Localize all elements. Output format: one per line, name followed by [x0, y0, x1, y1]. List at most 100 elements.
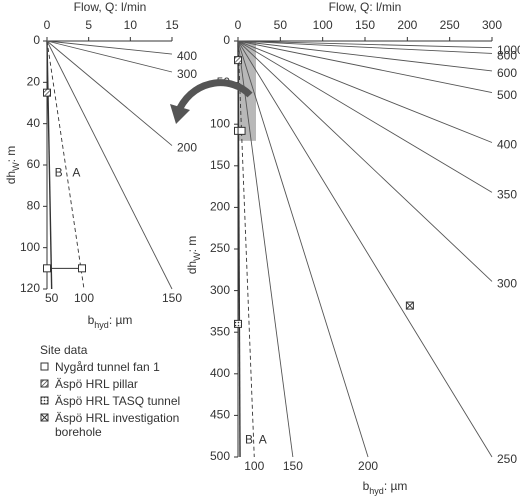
marker-box	[234, 56, 242, 65]
y-tick-label: 0	[223, 33, 230, 47]
marker-box	[40, 396, 49, 405]
b-line-label: 100	[74, 291, 94, 305]
y-tick-label: 60	[27, 157, 41, 171]
x-tick-label: 0	[44, 18, 51, 32]
legend-label: Äspö HRL pillar	[55, 377, 138, 391]
y-tick-label: 350	[210, 324, 230, 338]
line-tag: B	[245, 433, 253, 447]
y-tick-label: 40	[27, 116, 41, 130]
b-line-label: 800	[497, 49, 517, 63]
legend-label: Äspö HRL TASQ tunnel	[55, 394, 181, 408]
legend-label: Nygård tunnel fan 1	[55, 360, 160, 374]
y-tick-label: 250	[210, 241, 230, 255]
b-line	[237, 40, 493, 49]
data-point	[43, 88, 51, 97]
b-line	[237, 40, 369, 458]
b-line-label: 300	[177, 67, 197, 81]
y-tick-label: 20	[27, 75, 41, 89]
data-point	[43, 264, 51, 273]
legend-marker	[40, 396, 49, 405]
b-line-label: 300	[497, 277, 517, 291]
b-line	[46, 40, 173, 73]
b-line-label: 350	[497, 188, 517, 202]
b-line-label: 200	[177, 141, 197, 155]
y-axis-title: dhW: m	[185, 236, 202, 275]
marker-box	[40, 362, 49, 371]
b-line	[237, 40, 294, 458]
b-line	[237, 40, 493, 94]
y-axis-title: dhW: m	[4, 146, 21, 185]
legend-entry: Äspö HRL investigation borehole	[40, 411, 190, 439]
y-tick-label: 400	[210, 366, 230, 380]
legend-entry: Äspö HRL TASQ tunnel	[40, 394, 190, 408]
legend-symbol	[40, 413, 49, 422]
y-tick-label: 120	[20, 281, 40, 295]
legend-marker	[40, 413, 49, 422]
x-axis-title: Flow, Q: l/min	[74, 0, 147, 14]
marker-box	[234, 319, 242, 328]
label-part: hyd	[94, 320, 109, 330]
data-point	[234, 56, 242, 65]
x-tick-label: 0	[235, 18, 242, 32]
b-line	[237, 40, 241, 458]
arrow-head	[170, 104, 190, 124]
x-tick-label: 10	[124, 18, 138, 32]
line-tag: A	[72, 166, 80, 180]
x-tick-label: 100	[313, 18, 333, 32]
b-line-label: 50	[45, 291, 59, 305]
label-part: : m	[4, 146, 18, 163]
b-line	[46, 40, 173, 55]
b-line	[46, 40, 53, 290]
b-line	[237, 40, 493, 143]
b-line-label: 200	[358, 459, 378, 473]
marker-box	[43, 264, 51, 273]
y-tick-label: 100	[210, 116, 230, 130]
label-part: dh	[185, 261, 199, 274]
marker-cross	[40, 413, 49, 422]
data-point	[405, 301, 414, 310]
legend-entry: Äspö HRL pillar	[40, 377, 190, 391]
b-line	[237, 40, 493, 54]
label-part: W	[192, 252, 202, 261]
b-line-label: 100	[244, 459, 264, 473]
x-tick-label: 250	[440, 18, 460, 32]
label-part: : µm	[109, 313, 133, 327]
b-line	[237, 40, 493, 282]
data-point	[234, 319, 242, 328]
data-point	[78, 264, 86, 273]
b-line	[237, 40, 493, 458]
b-line-label: 150	[162, 291, 182, 305]
legend-symbol	[40, 379, 49, 388]
y-tick-label: 100	[20, 240, 40, 254]
label-part: b	[363, 479, 370, 493]
y-tick-label: 500	[210, 449, 230, 463]
y-tick-label: 450	[210, 408, 230, 422]
b-line-label: 400	[177, 49, 197, 63]
label-part: : m	[185, 236, 199, 253]
label-part: b	[88, 313, 95, 327]
x-tick-label: 150	[355, 18, 375, 32]
label-part: W	[11, 162, 21, 171]
b-axis-title: bhyd: µm	[363, 479, 408, 496]
legend-symbol	[40, 396, 49, 405]
data-point	[237, 126, 246, 135]
label-part: dh	[4, 171, 18, 184]
legend: Site data Nygård tunnel fan 1 Äspö HRL p…	[40, 343, 190, 439]
legend-symbol	[40, 362, 49, 371]
marker-box	[78, 264, 86, 273]
x-tick-label: 15	[165, 18, 179, 32]
b-line-label: 600	[497, 66, 517, 80]
marker-box	[40, 379, 49, 388]
label-part: : µm	[384, 479, 408, 493]
b-line	[46, 40, 173, 146]
y-tick-label: 150	[210, 158, 230, 172]
y-tick-label: 300	[210, 283, 230, 297]
legend-title: Site data	[40, 343, 88, 357]
b-line-label: 500	[497, 88, 517, 102]
legend-marker	[40, 362, 49, 371]
b-line-label: 1000	[497, 43, 520, 57]
b-line	[237, 40, 255, 458]
b-line	[237, 40, 493, 72]
label-part: hyd	[369, 486, 384, 496]
